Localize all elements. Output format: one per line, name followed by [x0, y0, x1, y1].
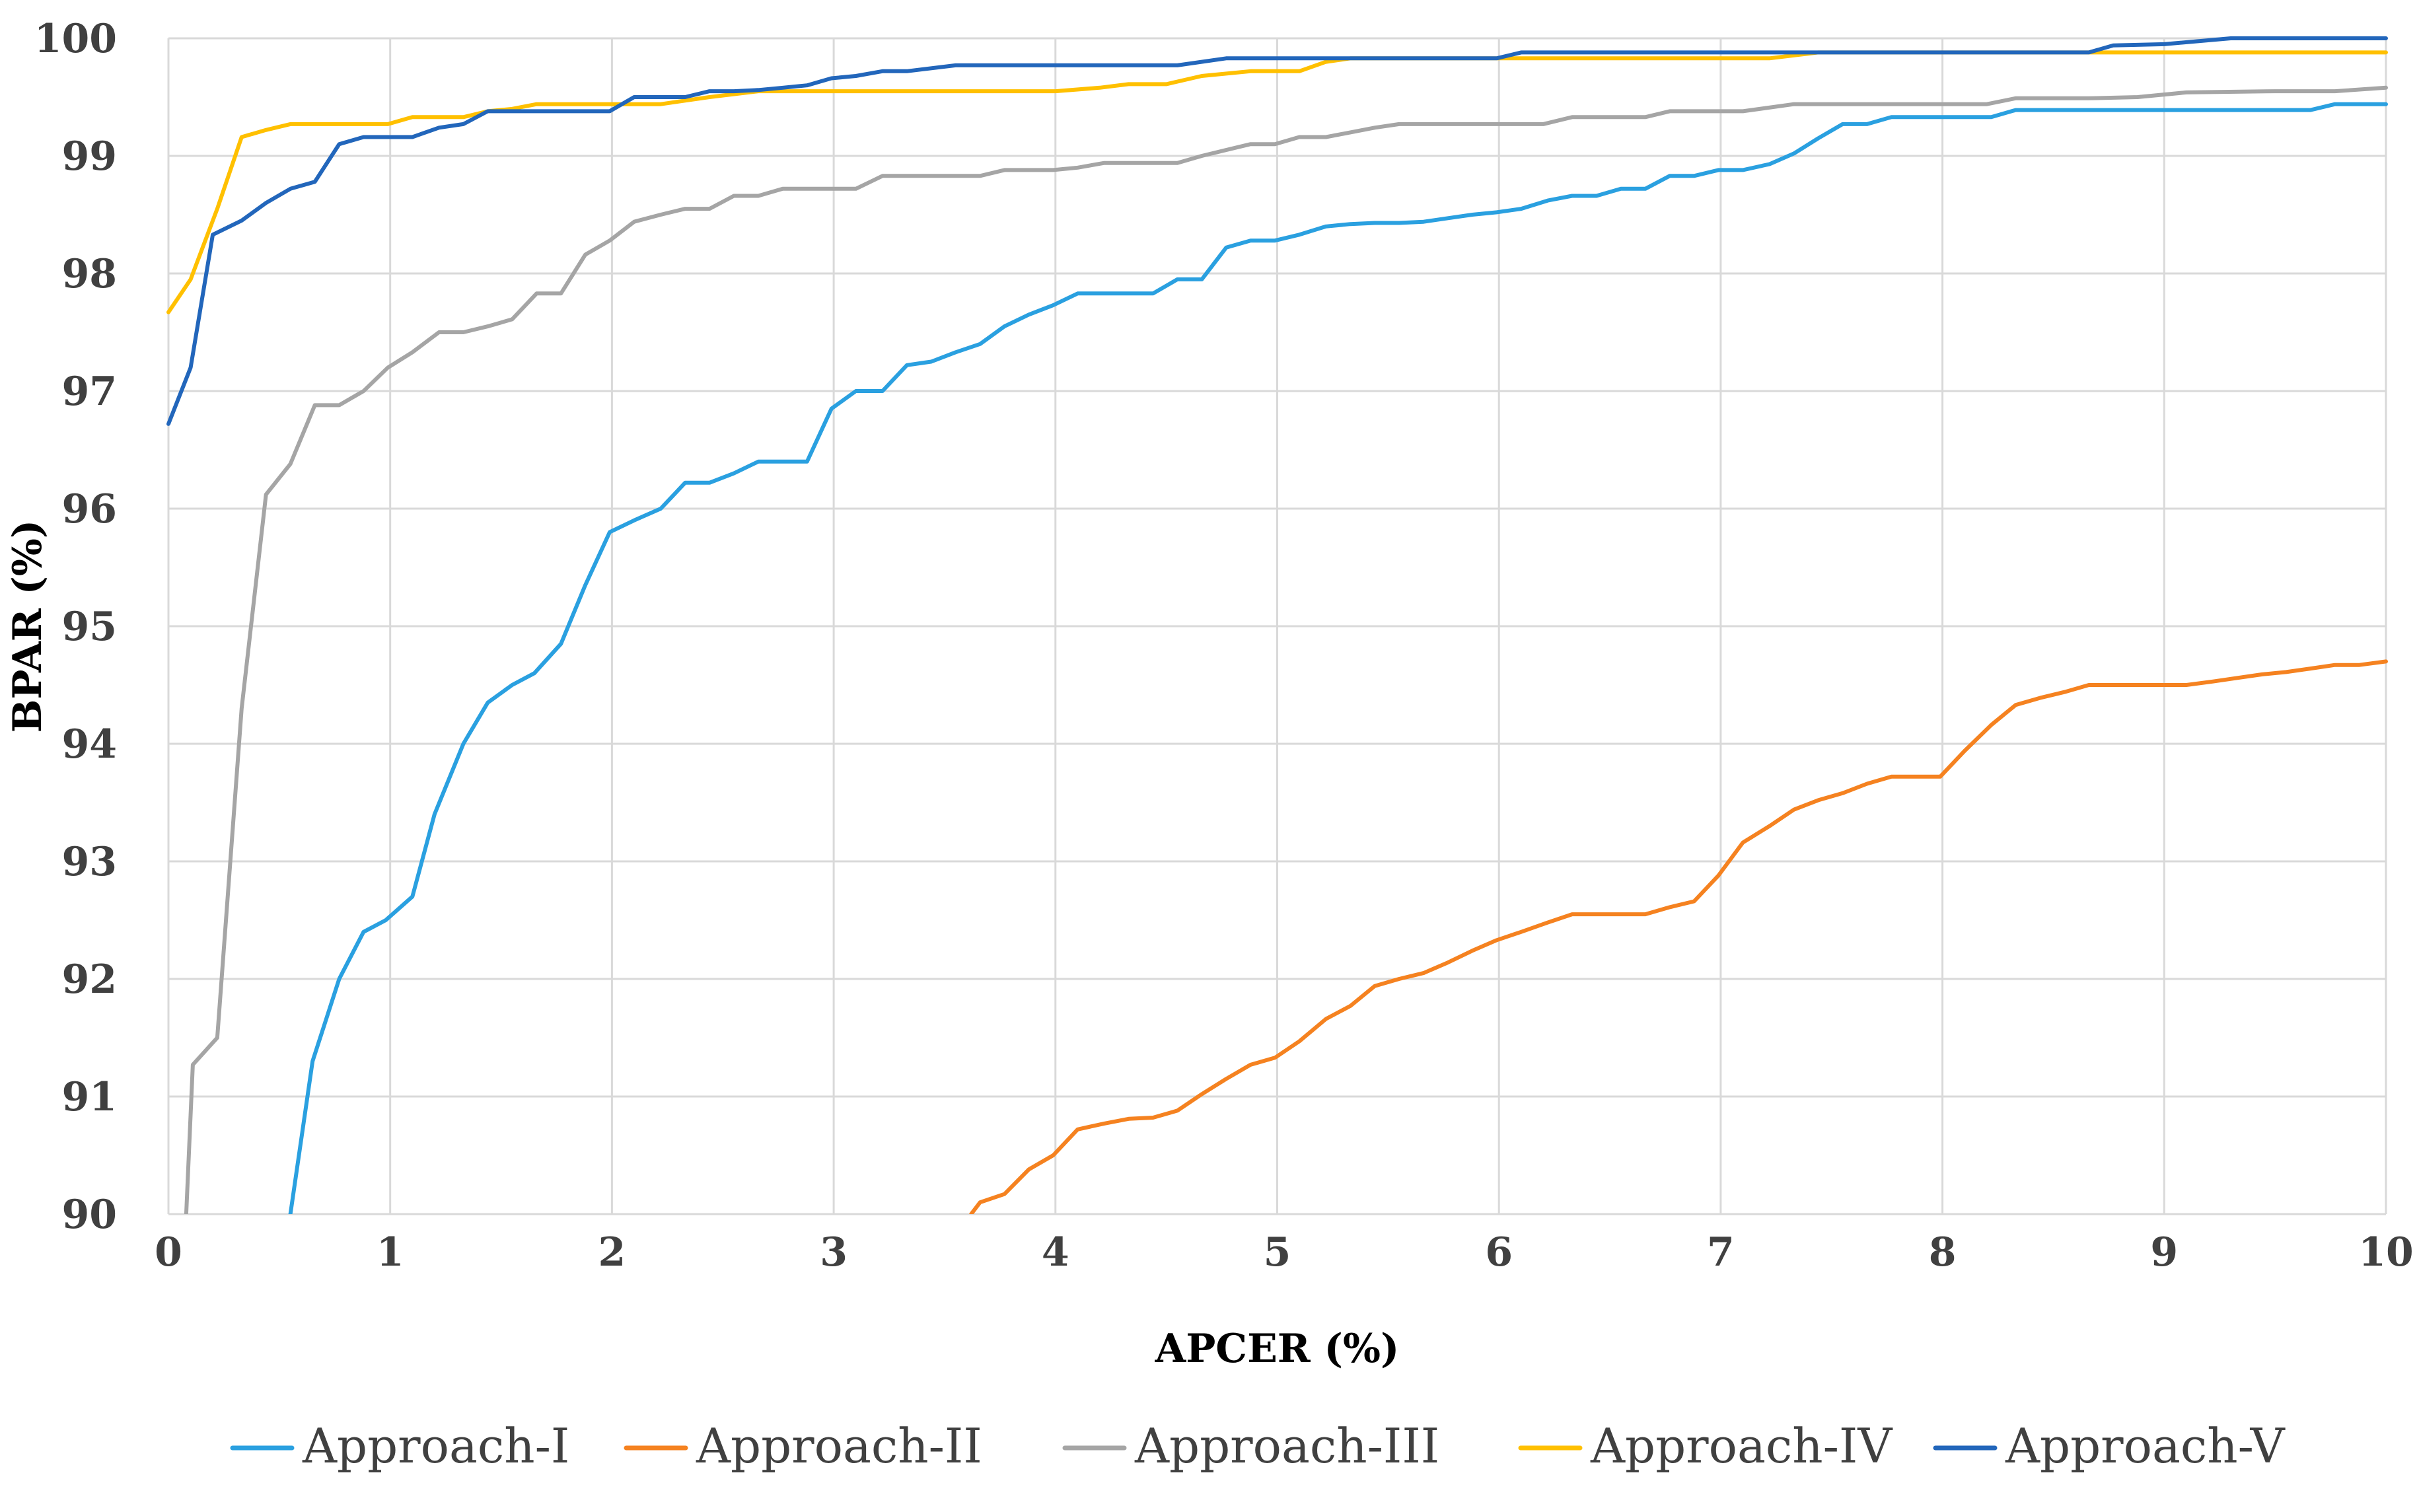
y-tick-label: 92 — [62, 956, 118, 1003]
x-tick-labels: 0 1 2 3 4 5 6 7 8 9 10 — [155, 1229, 2414, 1276]
series-line-approach-iv — [166, 50, 2388, 314]
legend-item-approach-v: Approach-V — [1933, 1418, 2286, 1474]
x-tick-label: 1 — [377, 1229, 404, 1276]
y-axis-title: BPAR (%) — [5, 520, 51, 733]
x-tick-label: 0 — [155, 1229, 182, 1276]
x-tick-label: 3 — [820, 1229, 848, 1276]
y-tick-label: 99 — [62, 133, 118, 180]
y-tick-label: 93 — [62, 839, 118, 885]
legend-item-approach-iv: Approach-IV — [1518, 1418, 1893, 1474]
x-tick-label: 7 — [1707, 1229, 1735, 1276]
x-tick-label: 8 — [1929, 1229, 1957, 1276]
legend-item-approach-ii: Approach-II — [624, 1418, 982, 1474]
y-tick-label: 95 — [62, 604, 118, 650]
legend-label: Approach-III — [1134, 1418, 1439, 1474]
legend-label: Approach-IV — [1590, 1418, 1893, 1474]
legend-label: Approach-I — [302, 1418, 569, 1474]
y-tick-label: 98 — [62, 251, 118, 297]
x-tick-label: 2 — [598, 1229, 626, 1276]
series-line-approach-v — [166, 36, 2388, 426]
x-tick-label: 6 — [1485, 1229, 1513, 1276]
legend-item-approach-i: Approach-I — [230, 1418, 569, 1474]
y-tick-label: 94 — [62, 721, 118, 768]
legend-item-approach-iii: Approach-III — [1062, 1418, 1439, 1474]
series-line-approach-i — [288, 102, 2388, 1214]
legend-label: Approach-II — [696, 1418, 982, 1474]
series-line-approach-ii — [969, 659, 2388, 1214]
y-tick-label: 97 — [62, 369, 118, 415]
series-line-approach-iii — [184, 85, 2388, 1214]
x-tick-label: 4 — [1042, 1229, 1069, 1276]
legend-label: Approach-V — [2005, 1418, 2286, 1474]
x-tick-label: 9 — [2150, 1229, 2178, 1276]
y-tick-label: 100 — [34, 16, 117, 62]
x-tick-label: 5 — [1264, 1229, 1291, 1276]
grid-layer — [167, 37, 2387, 1215]
series-layer — [166, 36, 2388, 1214]
x-tick-label: 10 — [2358, 1229, 2414, 1276]
y-tick-label: 96 — [62, 486, 118, 532]
y-tick-labels: 90 91 92 93 94 95 96 97 98 99 100 — [34, 16, 117, 1238]
legend: Approach-I Approach-II Approach-III Approac… — [230, 1418, 2286, 1474]
x-axis-title: APCER (%) — [1155, 1326, 1400, 1372]
y-tick-label: 91 — [62, 1074, 118, 1120]
y-tick-label: 90 — [62, 1192, 118, 1238]
